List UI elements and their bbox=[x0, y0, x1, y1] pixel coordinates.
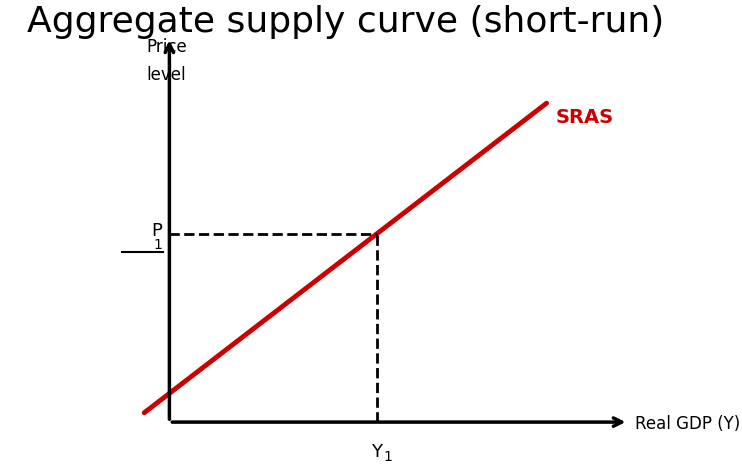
Text: SRAS: SRAS bbox=[556, 108, 614, 127]
Text: 1: 1 bbox=[384, 450, 393, 464]
Text: Real GDP (Y): Real GDP (Y) bbox=[634, 416, 740, 433]
Text: Y: Y bbox=[371, 443, 382, 461]
Text: 1: 1 bbox=[153, 239, 162, 252]
Text: Price: Price bbox=[146, 38, 187, 56]
Text: P: P bbox=[151, 222, 162, 241]
Text: level: level bbox=[146, 67, 186, 84]
Text: Aggregate supply curve (short-run): Aggregate supply curve (short-run) bbox=[27, 5, 664, 38]
